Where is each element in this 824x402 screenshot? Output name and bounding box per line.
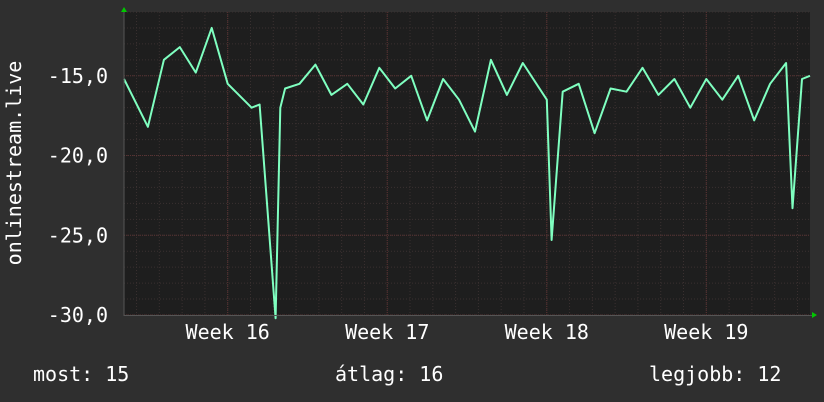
plot-area	[124, 12, 810, 315]
y-axis-arrow-icon	[121, 7, 127, 12]
x-tick-labels: Week 16 Week 17 Week 18 Week 19	[186, 320, 749, 344]
x-tick-label: Week 18	[505, 320, 589, 344]
x-tick-label: Week 19	[664, 320, 748, 344]
y-tick-label: -30,0	[48, 303, 108, 327]
series-line	[123, 26, 811, 320]
y-tick-label: -20,0	[48, 144, 108, 168]
data-series	[123, 26, 811, 320]
y-tick-label: -25,0	[48, 223, 108, 247]
axes	[121, 7, 817, 318]
x-tick-label: Week 16	[186, 320, 270, 344]
current-value: most: 15	[33, 362, 130, 386]
y-tick-label: -15,0	[48, 64, 108, 88]
best-value: legjobb: 12	[649, 362, 782, 386]
x-tick-label: Week 17	[345, 320, 429, 344]
x-axis-arrow-icon	[812, 312, 817, 318]
y-axis-label: onlinestream.live	[2, 60, 26, 266]
average-value: átlag: 16	[335, 362, 444, 386]
grid-lines	[124, 11, 810, 316]
y-tick-labels: -15,0 -20,0 -25,0 -30,0	[48, 64, 108, 327]
